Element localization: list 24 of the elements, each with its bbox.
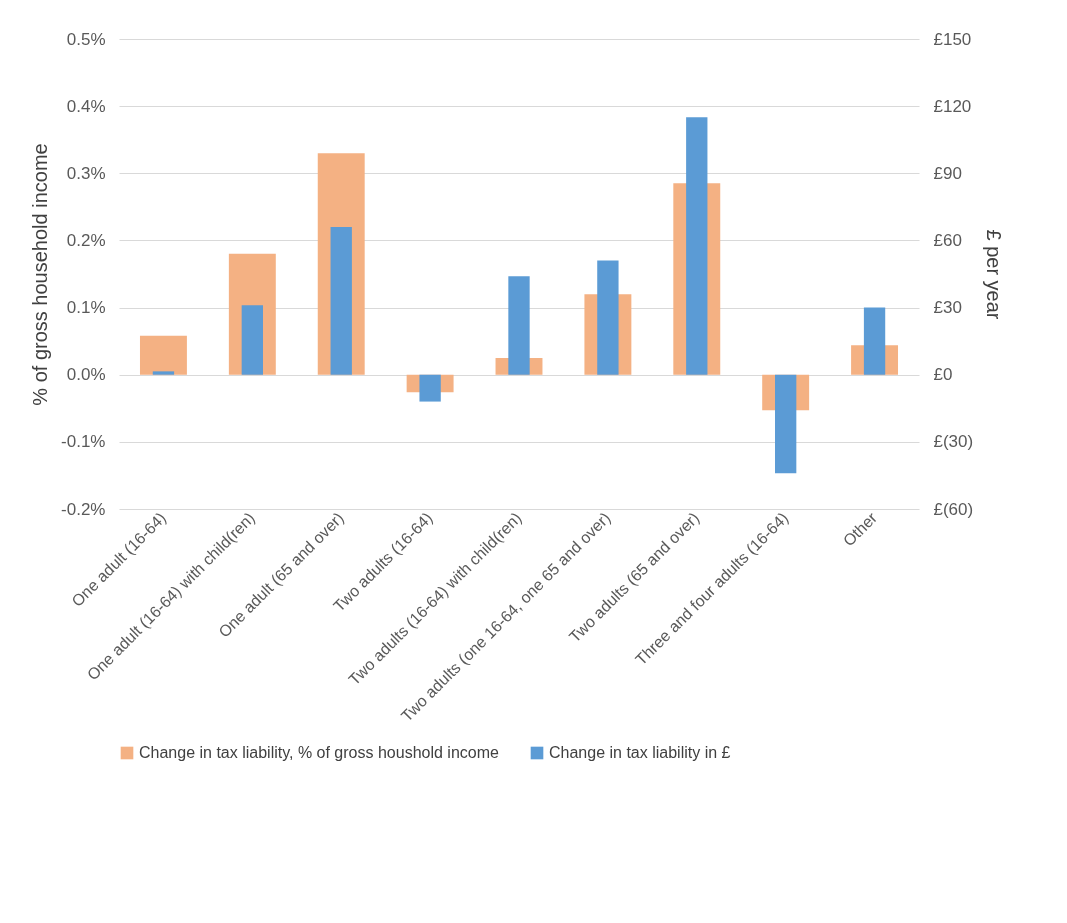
y2-axis-title: £ per year <box>983 229 1006 320</box>
y-tick-label: 0.5% <box>66 29 106 49</box>
bar <box>139 335 187 375</box>
y2-tick-label: £60 <box>933 230 962 250</box>
y2-tick-label: £(30) <box>933 432 974 452</box>
y-tick-label: 0.0% <box>66 365 106 385</box>
y2-tick-label: £150 <box>933 29 972 49</box>
bar <box>241 305 263 375</box>
y-tick-label: -0.2% <box>61 499 106 519</box>
y2-tick-label: £120 <box>933 96 972 116</box>
y2-tick-label: £30 <box>933 298 962 318</box>
y-axis-title: % of gross household income <box>29 143 52 406</box>
y2-tick-label: £0 <box>933 365 953 385</box>
bar <box>152 371 175 375</box>
y2-tick-label: £90 <box>933 163 962 183</box>
y2-tick-label: £(60) <box>933 499 974 519</box>
y-tick-label: 0.3% <box>66 163 106 183</box>
y-tick-label: 0.1% <box>66 298 106 318</box>
bar <box>330 227 352 375</box>
legend-label: Change in tax liability in £ <box>549 744 731 761</box>
y-tick-label: -0.1% <box>61 432 106 452</box>
y-tick-label: 0.2% <box>66 230 106 250</box>
legend-label: Change in tax liability, % of gross houshold income <box>139 744 499 761</box>
y-tick-label: 0.4% <box>66 96 106 116</box>
